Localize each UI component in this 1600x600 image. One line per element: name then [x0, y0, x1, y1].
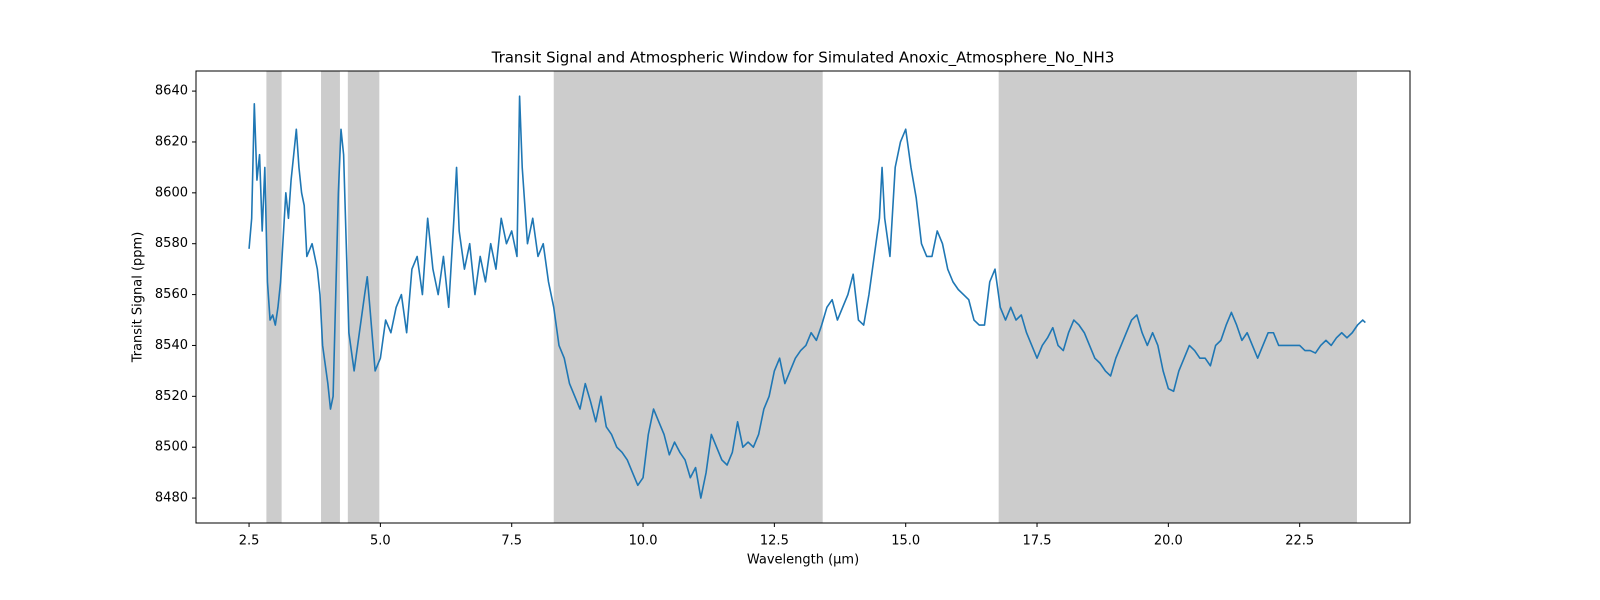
y-tick-label: 8580: [155, 236, 188, 251]
y-tick-label: 8520: [155, 389, 188, 404]
x-tick-label: 5.0: [370, 534, 391, 549]
plot-area: [248, 71, 1366, 523]
y-axis-label: Transit Signal (ppm): [131, 232, 146, 364]
x-axis-label: Wavelength (μm): [747, 553, 859, 568]
y-tick-label: 8560: [155, 287, 188, 302]
spectrum-line: [248, 95, 1366, 499]
y-tick-label: 8620: [155, 134, 188, 149]
y-tick-label: 8600: [155, 185, 188, 200]
x-tick-label: 7.5: [501, 534, 522, 549]
y-tick-label: 8540: [155, 338, 188, 353]
x-tick-label: 12.5: [760, 534, 789, 549]
chart-title: Transit Signal and Atmospheric Window fo…: [491, 49, 1115, 68]
atmospheric-window: [553, 71, 823, 523]
axes-frame: [195, 70, 1411, 524]
atmospheric-window: [998, 71, 1357, 523]
atmospheric-window: [266, 71, 282, 523]
x-tick-label: 20.0: [1154, 534, 1183, 549]
y-tick-label: 8480: [155, 491, 188, 506]
x-tick-label: 22.5: [1285, 534, 1314, 549]
x-tick-label: 17.5: [1023, 534, 1052, 549]
atmospheric-window: [321, 71, 340, 523]
x-tick-label: 15.0: [891, 534, 920, 549]
y-tick-label: 8500: [155, 440, 188, 455]
x-tick-label: 2.5: [239, 534, 260, 549]
x-tick-label: 10.0: [629, 534, 658, 549]
y-tick-label: 8640: [155, 84, 188, 99]
